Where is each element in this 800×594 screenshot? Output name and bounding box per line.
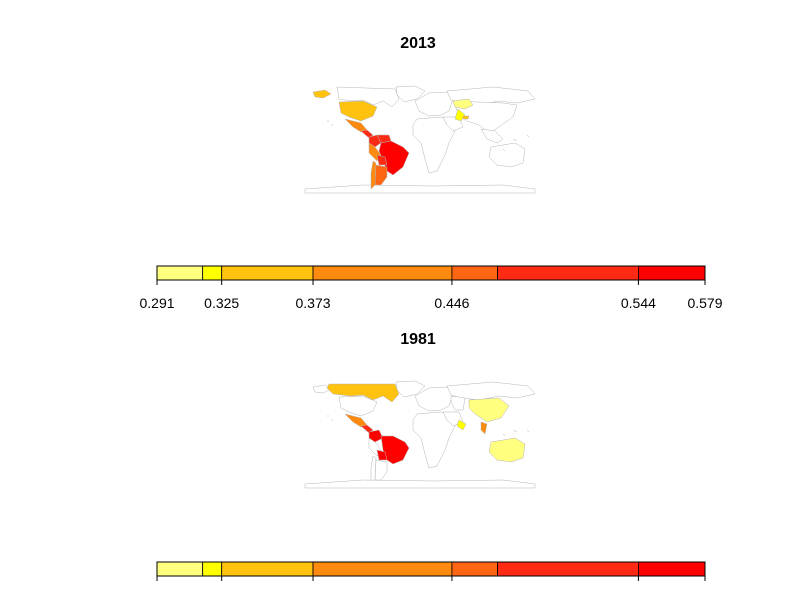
colorbar-tick-label-2013-0: 0.291 bbox=[139, 295, 174, 311]
world-map-1981 bbox=[305, 381, 535, 488]
land-antarctica bbox=[305, 480, 535, 488]
land-argentina bbox=[375, 460, 387, 480]
panel-1981: 1981 bbox=[157, 331, 705, 581]
colorbar-segment-1981-3 bbox=[313, 562, 452, 576]
colorbar-tick-label-2013-1: 0.325 bbox=[204, 295, 239, 311]
region-china bbox=[469, 398, 509, 422]
colorbar-segment-1981-6 bbox=[638, 562, 705, 576]
colorbar-segment-1981-4 bbox=[452, 562, 498, 576]
colorbar-tick-label-2013-5: 0.579 bbox=[687, 295, 722, 311]
colorbar-tick-label-2013-3: 0.446 bbox=[434, 295, 469, 311]
world-map-2013 bbox=[305, 86, 535, 193]
colorbar-segment-1981-2 bbox=[222, 562, 313, 576]
colorbar-2013: 0.291 0.325 0.373 0.446 0.544 0.579 bbox=[139, 266, 722, 311]
chart-title-2013: 2013 bbox=[400, 35, 436, 52]
region-australia bbox=[489, 438, 525, 462]
region-nepal bbox=[463, 116, 469, 119]
region-mexico bbox=[345, 119, 367, 132]
colorbar-segments-2013 bbox=[157, 266, 705, 280]
chart-title-1981: 1981 bbox=[400, 331, 436, 348]
land-australia bbox=[489, 143, 525, 167]
colorbar-segment-2013-5 bbox=[498, 266, 639, 280]
colorbar-segment-1981-5 bbox=[498, 562, 639, 576]
panel-2013: 2013 bbox=[139, 35, 722, 311]
colorbar-segment-2013-1 bbox=[203, 266, 222, 280]
region-alaska bbox=[313, 90, 331, 98]
colorbar-segment-2013-2 bbox=[222, 266, 313, 280]
colorbar-ticks-2013 bbox=[157, 280, 705, 285]
region-argentina bbox=[375, 165, 387, 185]
colorbar-segments-1981 bbox=[157, 562, 705, 576]
colorbar-labels-2013: 0.291 0.325 0.373 0.446 0.544 0.579 bbox=[139, 295, 722, 311]
colorbar-segment-1981-1 bbox=[203, 562, 222, 576]
colorbar-segment-1981-0 bbox=[157, 562, 203, 576]
colorbar-segment-2013-4 bbox=[452, 266, 498, 280]
land-asia-west bbox=[451, 396, 465, 410]
colorbar-segment-2013-0 bbox=[157, 266, 203, 280]
colorbar-segment-2013-6 bbox=[638, 266, 705, 280]
colorbar-ticks-1981 bbox=[157, 576, 705, 581]
region-india bbox=[457, 420, 466, 430]
colorbar-segment-2013-3 bbox=[313, 266, 452, 280]
land-antarctica bbox=[305, 185, 535, 193]
colorbar-tick-label-2013-2: 0.373 bbox=[296, 295, 331, 311]
colorbar-1981 bbox=[157, 562, 705, 581]
region-thailand bbox=[481, 422, 487, 434]
region-mexico bbox=[345, 414, 367, 427]
land-se-asia bbox=[481, 129, 503, 143]
colorbar-tick-label-2013-4: 0.544 bbox=[621, 295, 656, 311]
